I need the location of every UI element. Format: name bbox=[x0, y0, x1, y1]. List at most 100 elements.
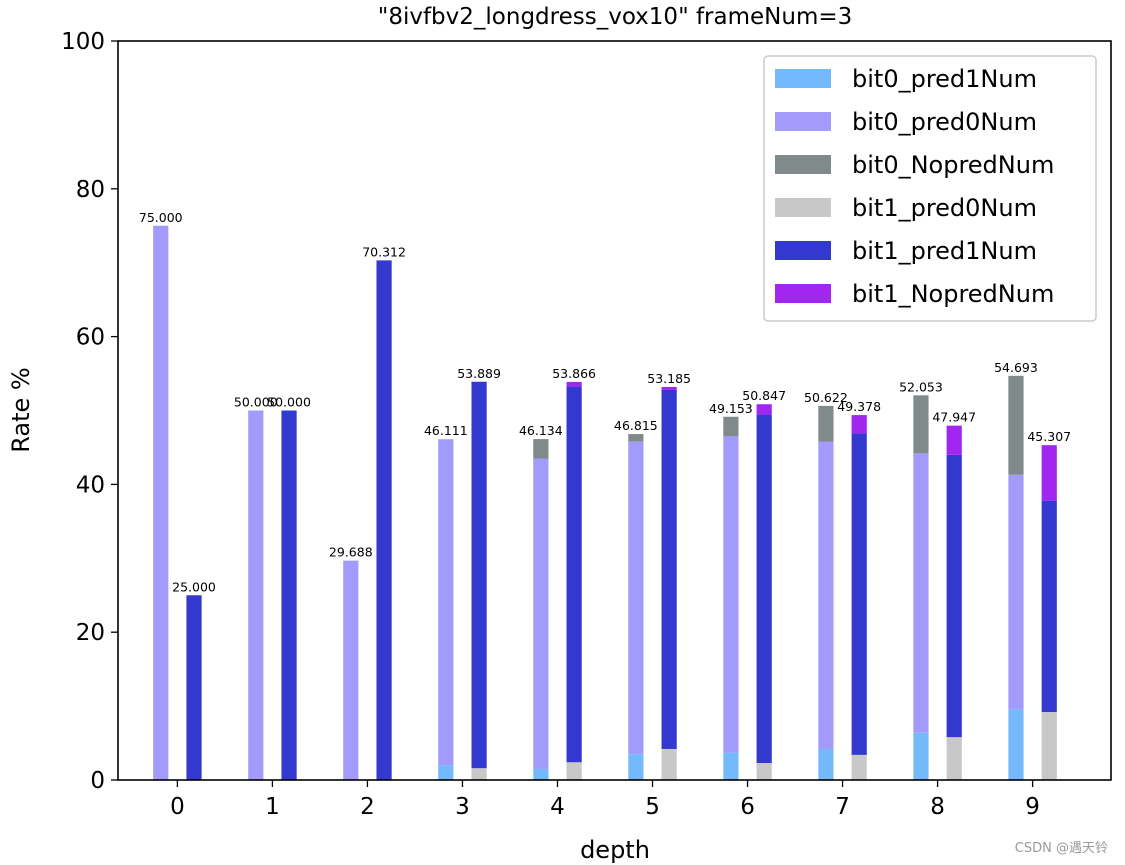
chart-title: "8ivfbv2_longdress_vox10" frameNum=3 bbox=[378, 4, 853, 30]
legend-swatch-bit1_pred0Num bbox=[775, 198, 831, 217]
x-tick-label-5: 5 bbox=[645, 794, 660, 820]
bar-bit0_pred0Num-depth-0 bbox=[153, 225, 169, 780]
bar-bit1_NopredNum-depth-9 bbox=[1041, 445, 1057, 501]
bar-bit1_pred1Num-depth-9 bbox=[1041, 500, 1057, 713]
value-label-bit1-depth-3: 53.889 bbox=[457, 366, 501, 381]
bar-bit1_pred1Num-depth-4 bbox=[566, 386, 582, 763]
legend-label-bit1_NopredNum: bit1_NopredNum bbox=[852, 280, 1054, 308]
legend-swatch-bit0_NopredNum bbox=[775, 155, 831, 174]
value-label-bit1-depth-7: 49.378 bbox=[837, 399, 881, 414]
value-label-bit1-depth-6: 50.847 bbox=[742, 388, 786, 403]
bar-bit1_pred1Num-depth-0 bbox=[186, 595, 202, 780]
bar-bit1_pred1Num-depth-7 bbox=[851, 433, 867, 755]
bar-bit0_pred0Num-depth-7 bbox=[818, 441, 834, 749]
x-tick-label-0: 0 bbox=[170, 794, 185, 820]
bar-bit1_pred0Num-depth-3 bbox=[471, 768, 487, 780]
x-tick-label-3: 3 bbox=[455, 794, 470, 820]
bar-bit0_pred0Num-depth-4 bbox=[533, 458, 549, 769]
legend-swatch-bit0_pred0Num bbox=[775, 112, 831, 131]
x-axis-label: depth bbox=[580, 836, 650, 864]
bar-bit1_pred0Num-depth-6 bbox=[756, 763, 772, 780]
bar-bit0_pred0Num-depth-2 bbox=[343, 560, 359, 780]
legend-swatch-bit0_pred1Num bbox=[775, 69, 831, 88]
bar-bit0_pred1Num-depth-4 bbox=[533, 768, 549, 780]
value-label-bit0-depth-3: 46.111 bbox=[424, 423, 468, 438]
value-label-bit0-depth-5: 46.815 bbox=[614, 418, 658, 433]
bar-bit0_pred1Num-depth-8 bbox=[913, 732, 929, 780]
legend-label-bit1_pred1Num: bit1_pred1Num bbox=[852, 237, 1037, 265]
bar-bit0_NopredNum-depth-9 bbox=[1008, 375, 1024, 475]
bar-bit0_pred0Num-depth-9 bbox=[1008, 474, 1024, 710]
y-tick-label-100: 100 bbox=[61, 29, 105, 55]
bar-bit0_pred1Num-depth-5 bbox=[628, 754, 644, 780]
value-label-bit0-depth-6: 49.153 bbox=[709, 401, 753, 416]
bar-bit0_NopredNum-depth-8 bbox=[913, 395, 929, 454]
value-label-bit1-depth-5: 53.185 bbox=[647, 371, 691, 386]
x-tick-label-4: 4 bbox=[550, 794, 565, 820]
bar-bit0_pred0Num-depth-6 bbox=[723, 436, 739, 753]
bar-bit1_pred0Num-depth-9 bbox=[1041, 712, 1057, 780]
bar-bit1_NopredNum-depth-4 bbox=[566, 381, 582, 387]
bar-bit0_pred1Num-depth-3 bbox=[438, 765, 454, 780]
bar-bit0_NopredNum-depth-4 bbox=[533, 439, 549, 459]
watermark: CSDN @遇天铃 bbox=[1015, 841, 1108, 856]
plot-area: 75.000 50.000 29.688 46.111 46.134 46.815 49.1… bbox=[61, 29, 1112, 820]
bar-bit1_NopredNum-depth-6 bbox=[756, 404, 772, 415]
legend-label-bit0_NopredNum: bit0_NopredNum bbox=[852, 151, 1054, 179]
value-label-bit0-depth-8: 52.053 bbox=[899, 379, 943, 394]
value-label-bit1-depth-9: 45.307 bbox=[1027, 429, 1071, 444]
legend-swatch-bit1_NopredNum bbox=[775, 284, 831, 303]
legend-label-bit1_pred0Num: bit1_pred0Num bbox=[852, 194, 1037, 222]
bar-bit1_NopredNum-depth-7 bbox=[851, 415, 867, 434]
bar-bit1_pred1Num-depth-8 bbox=[946, 454, 962, 738]
bar-bit0_pred1Num-depth-6 bbox=[723, 752, 739, 780]
value-label-bit1-depth-4: 53.866 bbox=[552, 366, 596, 381]
value-label-bit0-depth-0: 75.000 bbox=[139, 210, 183, 225]
x-tick-label-1: 1 bbox=[265, 794, 280, 820]
bar-bit1_pred1Num-depth-3 bbox=[471, 381, 487, 769]
value-label-bit0-depth-2: 29.688 bbox=[329, 545, 373, 560]
x-tick-label-7: 7 bbox=[835, 794, 850, 820]
bar-bit1_pred0Num-depth-5 bbox=[661, 748, 677, 780]
legend-label-bit0_pred1Num: bit0_pred1Num bbox=[852, 65, 1037, 93]
bar-bit1_NopredNum-depth-8 bbox=[946, 425, 962, 455]
value-label-bit0-depth-4: 46.134 bbox=[519, 423, 563, 438]
axes-frame bbox=[117, 40, 1112, 781]
bar-bit0_pred0Num-depth-8 bbox=[913, 453, 929, 733]
bar-bit1_pred0Num-depth-4 bbox=[566, 762, 582, 780]
x-tick-label-8: 8 bbox=[930, 794, 945, 820]
bar-bit0_NopredNum-depth-6 bbox=[723, 416, 739, 437]
y-tick-label-60: 60 bbox=[76, 325, 105, 351]
bar-bit1_pred1Num-depth-2 bbox=[376, 260, 392, 781]
x-tick-label-2: 2 bbox=[360, 794, 375, 820]
value-label-bit1-depth-1: 50.000 bbox=[267, 395, 311, 410]
bar-bit1_pred0Num-depth-8 bbox=[946, 737, 962, 780]
x-tick-label-6: 6 bbox=[740, 794, 755, 820]
bar-bit0_pred0Num-depth-5 bbox=[628, 441, 644, 755]
y-tick-label-20: 20 bbox=[76, 620, 105, 646]
bar-bit0_pred0Num-depth-3 bbox=[438, 439, 454, 766]
legend: bit0_pred1Num bit0_pred0Num bit0_NopredNum… bbox=[763, 55, 1097, 322]
bar-bit0_pred0Num-depth-1 bbox=[248, 410, 264, 780]
value-label-bit1-depth-2: 70.312 bbox=[362, 244, 406, 259]
y-axis-label: Rate % bbox=[7, 367, 35, 452]
bar-bit1_NopredNum-depth-5 bbox=[661, 386, 677, 390]
legend-swatch-bit1_pred1Num bbox=[775, 241, 831, 260]
legend-box bbox=[763, 55, 1097, 322]
y-tick-label-40: 40 bbox=[76, 472, 105, 498]
bar-bit1_pred1Num-depth-1 bbox=[281, 410, 297, 780]
bar-bit1_pred1Num-depth-5 bbox=[661, 389, 677, 749]
value-label-bit1-depth-8: 47.947 bbox=[932, 410, 976, 425]
bar-bit0_pred1Num-depth-7 bbox=[818, 748, 834, 780]
bar-bit0_NopredNum-depth-5 bbox=[628, 434, 644, 442]
legend-label-bit0_pred0Num: bit0_pred0Num bbox=[852, 108, 1037, 136]
value-label-bit1-depth-0: 25.000 bbox=[172, 579, 216, 594]
y-tick-label-80: 80 bbox=[76, 177, 105, 203]
bar-bit0_NopredNum-depth-7 bbox=[818, 405, 834, 442]
bar-bit1_pred1Num-depth-6 bbox=[756, 414, 772, 764]
bar-bit0_pred1Num-depth-9 bbox=[1008, 709, 1024, 780]
value-label-bit0-depth-1: 50.000 bbox=[234, 395, 278, 410]
x-tick-label-9: 9 bbox=[1025, 794, 1040, 820]
y-tick-label-0: 0 bbox=[90, 768, 105, 794]
